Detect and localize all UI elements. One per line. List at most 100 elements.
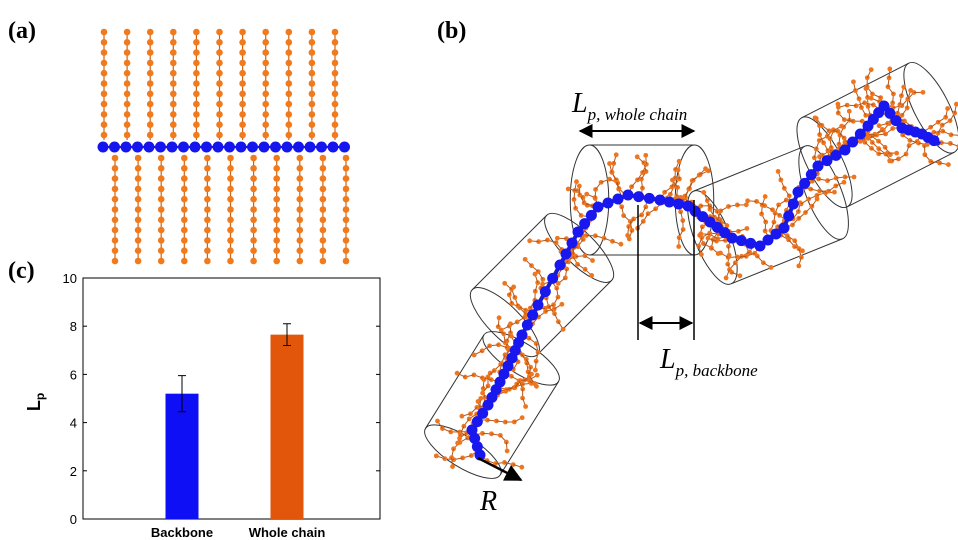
backbone-atom [236, 142, 247, 153]
atom [181, 165, 188, 172]
atom [204, 175, 211, 182]
atom [193, 60, 200, 67]
backbone-label: Lp, backbone [659, 344, 758, 380]
whole-chain-label: Lp, whole chain [571, 88, 687, 124]
atom [250, 247, 257, 254]
atom [286, 101, 293, 108]
atom [262, 111, 269, 118]
atom [216, 101, 223, 108]
atom [262, 91, 269, 98]
atom [332, 29, 339, 36]
y-tick-label: 4 [70, 416, 77, 431]
atom [239, 121, 246, 128]
atom [286, 70, 293, 77]
x-tick-label: Whole chain [249, 525, 326, 540]
y-tick-label: 2 [70, 464, 77, 479]
backbone-atom [799, 178, 810, 189]
atom [320, 247, 327, 254]
atom [239, 29, 246, 36]
atom [193, 49, 200, 56]
atom [216, 80, 223, 87]
atom [332, 132, 339, 139]
atom [297, 165, 304, 172]
atom [158, 206, 165, 213]
atom [309, 60, 316, 67]
side-atom [455, 371, 460, 376]
atom [273, 258, 280, 265]
atom [112, 258, 119, 265]
atom [262, 29, 269, 36]
atom [170, 91, 177, 98]
side-atom [745, 198, 750, 203]
atom [170, 111, 177, 118]
backbone-atom [779, 223, 790, 234]
backbone-atom [783, 211, 794, 222]
atom [343, 247, 350, 254]
atom [250, 186, 257, 193]
side-atom [887, 67, 892, 72]
atom [216, 121, 223, 128]
atom [193, 132, 200, 139]
side-atom [519, 465, 524, 470]
atom [250, 196, 257, 203]
atom [309, 70, 316, 77]
atom [216, 111, 223, 118]
side-atom [745, 226, 750, 231]
side-atom [683, 195, 688, 200]
atom [204, 237, 211, 244]
backbone-atom [644, 193, 655, 204]
atom [297, 186, 304, 193]
side-atom [940, 123, 945, 128]
atom [170, 121, 177, 128]
backbone-atom [736, 235, 747, 246]
figure: (a) (b) (c) Lp, whole chain Lp, backbone… [0, 0, 958, 540]
atom [343, 165, 350, 172]
atom [112, 175, 119, 182]
atom [262, 49, 269, 56]
atom [332, 49, 339, 56]
atom [286, 111, 293, 118]
side-atom [744, 202, 749, 207]
atom [204, 217, 211, 224]
atom [239, 70, 246, 77]
atom [124, 91, 131, 98]
atom [227, 217, 234, 224]
atom [227, 237, 234, 244]
backbone-atom [522, 320, 533, 331]
side-atom [817, 138, 822, 143]
atom [286, 39, 293, 46]
backbone-atom [929, 135, 940, 146]
side-atom [502, 281, 507, 286]
atom [204, 165, 211, 172]
side-atom [619, 242, 624, 247]
backbone-atom [793, 187, 804, 198]
side-atom [865, 75, 870, 80]
atom [158, 258, 165, 265]
atom [158, 227, 165, 234]
atom [262, 132, 269, 139]
atom [101, 80, 108, 87]
side-atom [921, 90, 926, 95]
side-atom [643, 153, 648, 158]
side-atom [599, 180, 604, 185]
atom [227, 186, 234, 193]
atom [158, 155, 165, 162]
subscript: p, whole chain [587, 105, 688, 124]
side-atom [776, 169, 781, 174]
atom [193, 91, 200, 98]
atom [273, 247, 280, 254]
atom [262, 70, 269, 77]
atom [112, 196, 119, 203]
backbone-atom [339, 142, 350, 153]
backbone-atom [121, 142, 132, 153]
side-atom [610, 239, 615, 244]
backbone-atom [144, 142, 155, 153]
atom [101, 60, 108, 67]
side-atom [505, 449, 510, 454]
atom [250, 227, 257, 234]
atom [309, 39, 316, 46]
atom [158, 196, 165, 203]
atom [112, 165, 119, 172]
atom [273, 175, 280, 182]
side-atom [842, 180, 847, 185]
